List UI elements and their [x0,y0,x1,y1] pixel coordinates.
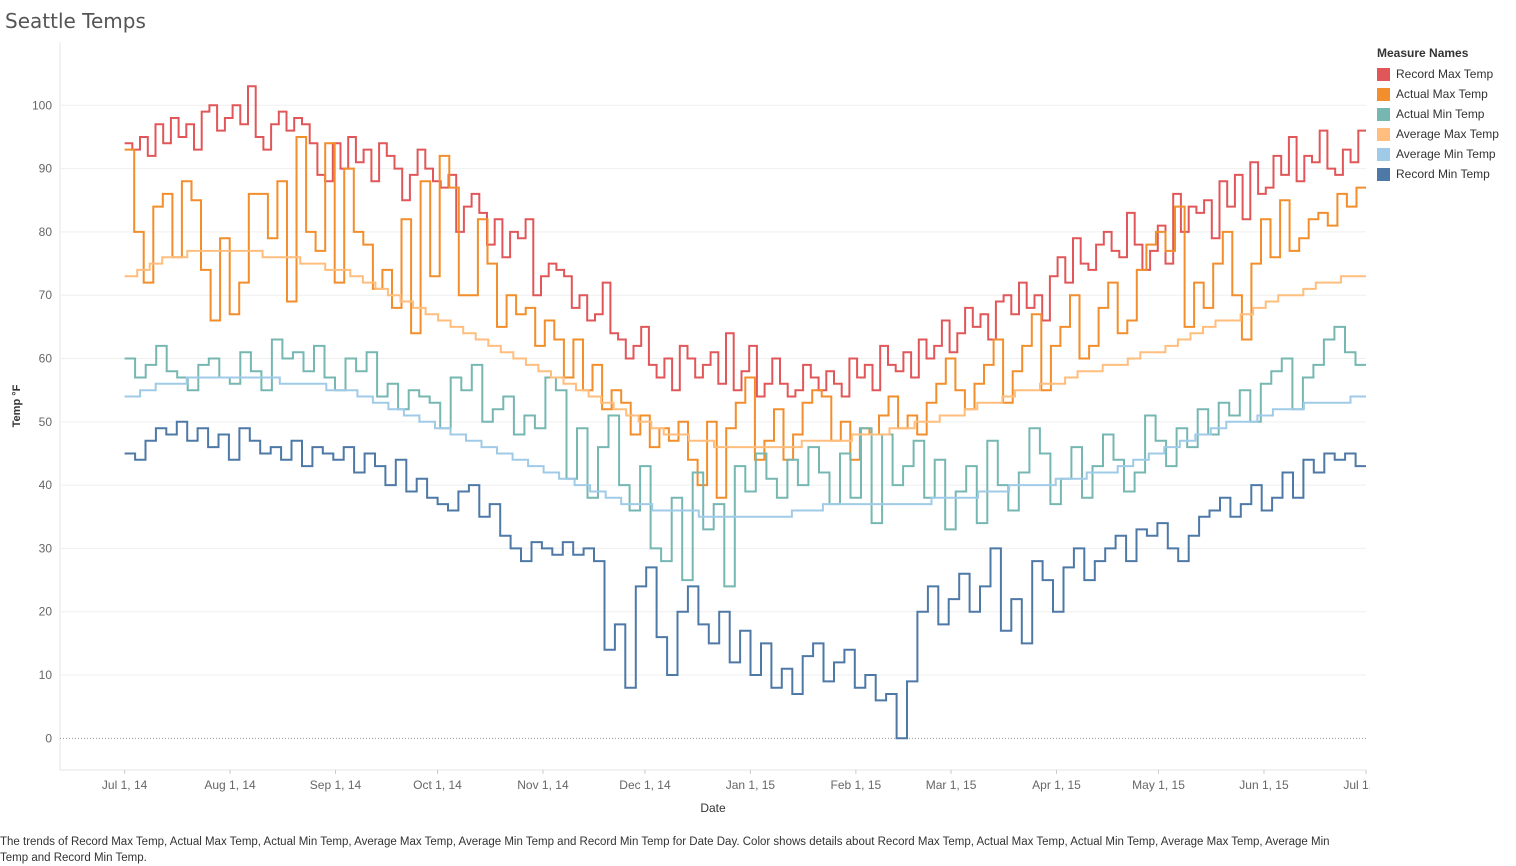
x-tick-label: Jul 1, 14 [102,778,148,792]
x-tick-label: Sep 1, 14 [310,778,362,792]
legend-swatch [1377,167,1390,181]
y-tick-label: 90 [39,162,53,176]
x-tick-label: Oct 1, 14 [413,778,462,792]
x-tick-label: Feb 1, 15 [830,778,881,792]
legend-label: Record Max Temp [1396,67,1494,81]
legend-title: Measure Names [1377,46,1469,60]
y-tick-label: 40 [39,478,53,492]
y-tick-label: 80 [39,225,53,239]
series-line-average-max-temp [124,249,1366,449]
series-line-actual-min-temp [124,325,1366,588]
y-tick-label: 30 [39,541,53,555]
y-tick-label: 70 [39,288,53,302]
legend-swatch [1377,107,1390,121]
y-tick-label: 60 [39,352,53,366]
legend-label: Average Max Temp [1396,127,1499,141]
legend-item-average-max-temp[interactable]: Average Max Temp [1377,124,1499,144]
legend-item-record-min-temp[interactable]: Record Min Temp [1377,164,1499,184]
y-tick-label: 50 [39,415,53,429]
line-chart: 0 10 20 30 40 50 60 70 80 90 100 Jul 1, 14 Aug 1, 14… [11,42,1370,815]
legend-label: Actual Max Temp [1396,87,1488,101]
legend-swatch [1377,67,1390,81]
series-line-record-max-temp [124,85,1366,398]
chart-caption: The trends of Record Max Temp, Actual Ma… [0,836,1330,864]
series-line-record-min-temp [124,420,1366,740]
series-line-actual-max-temp [124,136,1366,499]
y-tick-label: 20 [39,605,53,619]
x-tick-label: May 1, 15 [1132,778,1185,792]
y-tick-label: 0 [45,731,52,745]
x-tick-label: Nov 1, 14 [517,778,569,792]
x-tick-label: Apr 1, 15 [1032,778,1081,792]
legend-swatch [1377,87,1390,101]
series-line-average-min-temp [124,376,1366,518]
legend-swatch [1377,127,1390,141]
legend-swatch [1377,147,1390,161]
x-tick-label: Jun 1, 15 [1239,778,1289,792]
y-tick-label: 100 [32,98,52,112]
x-axis-title: Date [700,801,726,815]
legend-item-average-min-temp[interactable]: Average Min Temp [1377,144,1499,164]
legend-label: Record Min Temp [1396,167,1490,181]
legend-item-actual-max-temp[interactable]: Actual Max Temp [1377,84,1499,104]
legend-label: Average Min Temp [1396,147,1496,161]
legend: Measure Names Record Max Temp Actual Max … [1377,46,1499,184]
legend-label: Actual Min Temp [1396,107,1485,121]
x-tick-label: Jul 1, 15 [1343,778,1370,792]
x-tick-label: Dec 1, 14 [619,778,671,792]
y-axis-title: Temp °F [11,384,23,427]
x-tick-label: Jan 1, 15 [726,778,776,792]
x-tick-label: Mar 1, 15 [926,778,977,792]
chart-title: Seattle Temps [5,9,146,33]
legend-item-actual-min-temp[interactable]: Actual Min Temp [1377,104,1499,124]
x-tick-label: Aug 1, 14 [204,778,256,792]
y-tick-label: 10 [39,668,53,682]
legend-item-record-max-temp[interactable]: Record Max Temp [1377,64,1499,84]
